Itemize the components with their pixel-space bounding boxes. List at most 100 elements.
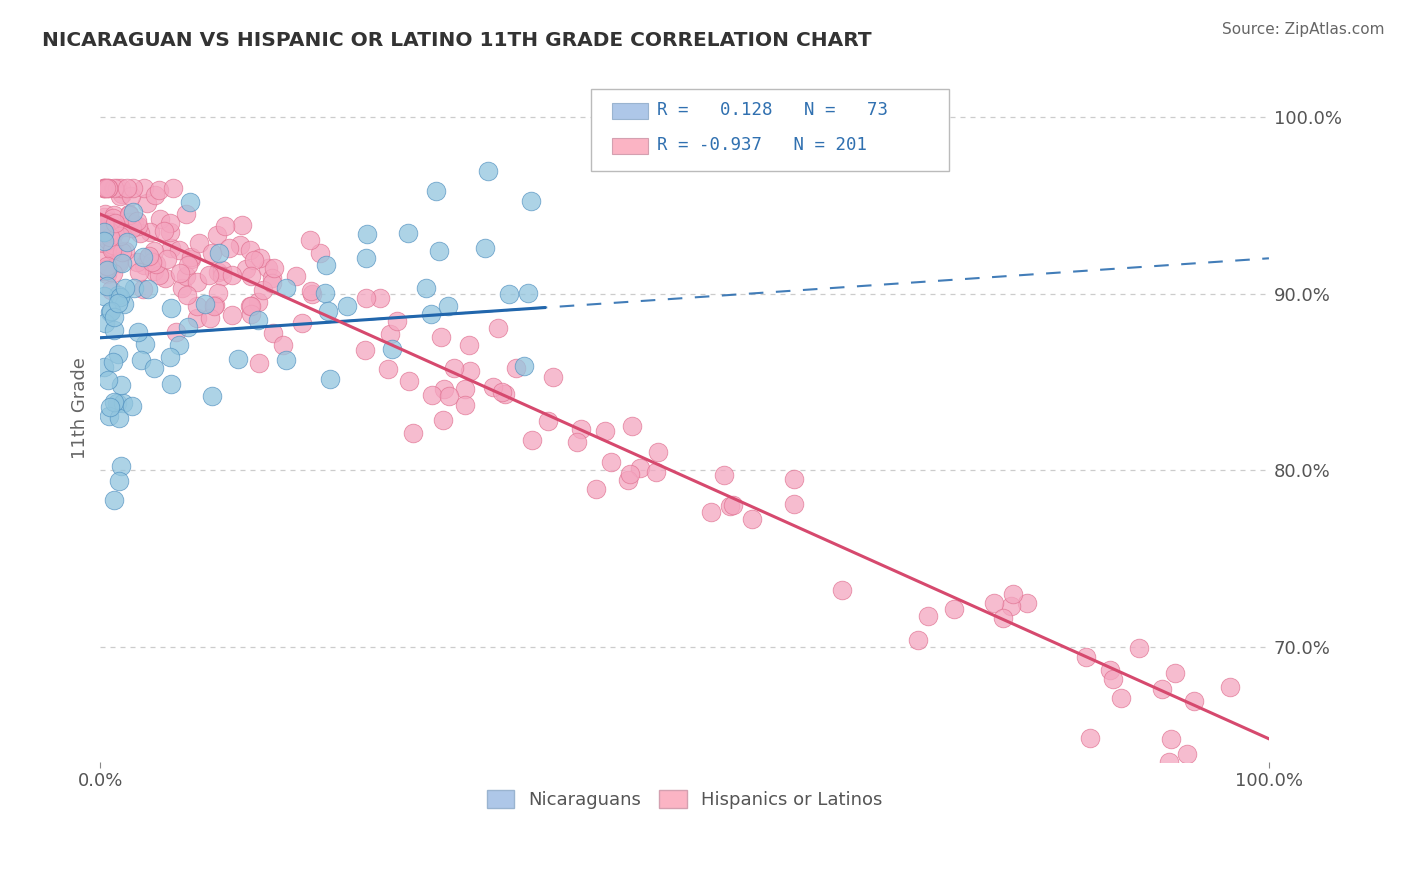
Point [100, 230, 122, 244]
Point [425, 184, 447, 198]
Point [101, 240, 124, 254]
Point [585, 482, 607, 496]
Point [942, 602, 965, 616]
Point [262, 270, 284, 285]
Point [831, 582, 853, 597]
Point [198, 268, 221, 282]
Point [103, 208, 125, 222]
Point [211, 262, 233, 277]
Point [98, 305, 121, 319]
Point [121, 221, 143, 235]
Point [309, 246, 332, 260]
Point [159, 241, 181, 255]
Point [356, 227, 378, 242]
Point [1182, 694, 1205, 708]
Point [104, 222, 127, 236]
Point [105, 180, 128, 194]
Point [103, 244, 125, 259]
Point [100, 303, 122, 318]
Point [148, 268, 170, 282]
Point [103, 226, 125, 240]
Point [100, 283, 122, 297]
Point [101, 211, 124, 225]
Point [121, 180, 143, 194]
Point [415, 281, 437, 295]
Point [122, 217, 145, 231]
Point [136, 282, 159, 296]
Point [481, 380, 503, 394]
Point [260, 276, 283, 290]
Point [93, 180, 115, 194]
Point [127, 219, 149, 233]
Point [226, 352, 249, 367]
Point [177, 258, 200, 272]
Point [713, 467, 735, 482]
Point [520, 194, 543, 208]
Point [204, 299, 226, 313]
Point [249, 252, 271, 266]
Point [176, 288, 198, 302]
Point [96, 227, 118, 241]
Point [240, 299, 263, 313]
Point [115, 235, 138, 250]
Y-axis label: 11th Grade: 11th Grade [72, 358, 89, 459]
Point [235, 261, 257, 276]
Point [239, 243, 262, 257]
Point [121, 204, 143, 219]
Point [419, 307, 441, 321]
Point [129, 353, 152, 368]
Point [398, 374, 420, 388]
Point [159, 350, 181, 364]
Point [98, 400, 121, 414]
Point [647, 445, 669, 459]
Point [1074, 650, 1097, 665]
Point [108, 291, 131, 305]
Point [98, 409, 121, 423]
Point [1175, 747, 1198, 761]
Point [262, 326, 284, 340]
Point [291, 316, 314, 330]
Point [127, 214, 149, 228]
Point [170, 281, 193, 295]
Point [160, 376, 183, 391]
Point [118, 214, 141, 228]
Point [201, 246, 224, 260]
Point [616, 473, 638, 487]
Point [315, 258, 337, 272]
Point [115, 180, 138, 194]
Point [93, 180, 115, 194]
Point [319, 372, 342, 386]
Point [93, 264, 115, 278]
Point [97, 180, 120, 194]
Point [159, 225, 181, 239]
Point [111, 256, 134, 270]
Point [96, 263, 118, 277]
Point [111, 396, 134, 410]
Point [142, 244, 165, 259]
Point [93, 220, 115, 235]
Point [103, 493, 125, 508]
Point [1219, 680, 1241, 694]
Point [110, 181, 132, 195]
Point [429, 330, 451, 344]
Point [318, 304, 340, 318]
Point [436, 299, 458, 313]
Point [167, 243, 190, 257]
Point [477, 164, 499, 178]
Point [156, 252, 179, 267]
Point [153, 271, 176, 285]
Point [645, 465, 668, 479]
Point [93, 253, 115, 268]
Point [167, 338, 190, 352]
Point [131, 282, 153, 296]
Point [437, 388, 460, 402]
Point [186, 300, 208, 314]
Point [214, 219, 236, 233]
Point [111, 220, 134, 235]
Point [177, 320, 200, 334]
Point [96, 259, 118, 273]
Point [983, 596, 1005, 610]
Point [112, 296, 135, 310]
Point [569, 422, 592, 436]
Point [454, 398, 477, 412]
